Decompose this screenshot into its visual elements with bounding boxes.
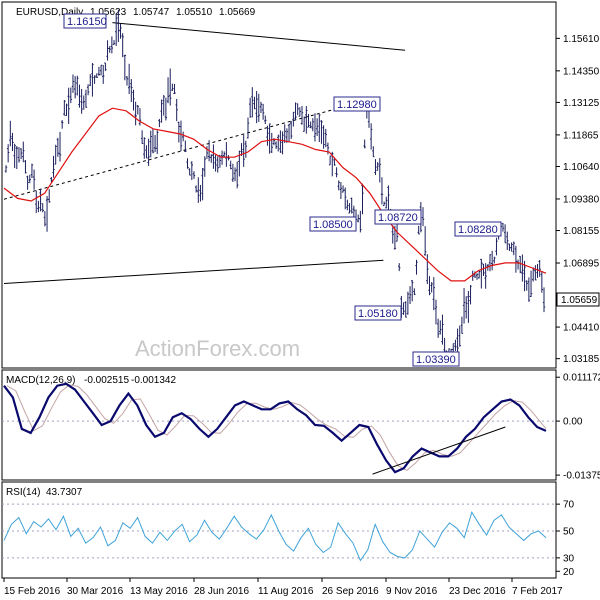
macd-title: MACD(12,26,9) [6, 375, 75, 386]
price-tick-label: 1.11865 [563, 130, 599, 141]
last-price-label: 1.05659 [561, 295, 598, 306]
moving-average-group [3, 107, 547, 282]
x-tick-label: 9 Nov 2016 [386, 586, 438, 597]
price-trendlines [3, 22, 406, 285]
solid-trendline [3, 259, 384, 285]
rsi-lines [3, 510, 547, 562]
x-tick-label: 7 Feb 2017 [512, 586, 563, 597]
price-label-box [412, 351, 460, 367]
watermark: ActionForex.com [135, 336, 300, 361]
macd-signal-line [6, 384, 547, 472]
rsi-tick-label: 20 [563, 567, 575, 578]
price-label-box [354, 305, 402, 321]
x-tick-label: 23 Dec 2016 [449, 586, 506, 597]
macd-tick-label: 0.011172 [563, 373, 600, 384]
x-tick-label: 26 Sep 2016 [322, 586, 379, 597]
price-tick-label: 1.14350 [563, 66, 600, 77]
macd-lines [3, 382, 547, 475]
close-value: 1.05669 [219, 7, 256, 18]
x-tick-label: 28 Jun 2016 [194, 586, 249, 597]
price-tick-label: 1.03185 [563, 354, 600, 365]
price-label: 1.08500 [313, 219, 353, 231]
price-label-box [63, 13, 107, 29]
price-axis: 1.15610 1.14350 1.13125 1.11865 1.10640 1.093… [556, 34, 600, 365]
x-axis: 15 Feb 2016 30 Mar 2016 13 May 2016 28 Jun … [3, 578, 563, 597]
price-label-box [309, 216, 357, 232]
price-tick-label: 1.15610 [563, 34, 600, 45]
rsi-axis: 70 50 30 20 [556, 500, 575, 578]
high-value: 1.05747 [133, 7, 170, 18]
price-label: 1.16150 [67, 16, 107, 28]
rsi-panel [1, 481, 557, 579]
price-tick-label: 1.06895 [563, 259, 600, 270]
low-value: 1.05510 [176, 7, 213, 18]
x-tick-label: 11 Aug 2016 [258, 586, 314, 597]
price-tick-label: 1.08155 [563, 226, 600, 237]
price-label: 1.08720 [378, 212, 418, 224]
price-label: 1.08280 [458, 224, 498, 236]
price-panel [1, 1, 557, 369]
price-label: 1.03390 [416, 354, 456, 366]
rsi-tick-label: 30 [563, 553, 575, 564]
price-tick-label: 1.04410 [563, 323, 600, 334]
macd-line [3, 382, 547, 474]
price-tick-label: 1.09380 [563, 194, 600, 205]
macd-value-1: -0.002515 [84, 375, 129, 386]
price-labels: 1.16150 1.12980 1.08500 1.08720 1.08280 1.051… [63, 13, 502, 367]
price-label-box [374, 209, 422, 225]
last-price-box [556, 292, 600, 307]
price-tick-label: 1.13125 [563, 98, 600, 109]
price-label: 1.12980 [337, 99, 377, 111]
rsi-tick-label: 50 [563, 527, 575, 538]
macd-tick-label: 0.00 [563, 417, 583, 428]
moving-average-line [3, 107, 547, 282]
rsi-tick-label: 70 [563, 500, 575, 511]
price-label-box [333, 96, 381, 112]
rsi-title: RSI(14) [6, 487, 40, 498]
macd-tick-label: -0.01375 [563, 471, 600, 482]
price-label-box [454, 221, 502, 237]
macd-trendline [372, 426, 506, 475]
rsi-value: 43.7307 [46, 487, 83, 498]
x-tick-label: 30 Mar 2016 [67, 586, 124, 597]
price-bars [4, 9, 546, 363]
price-tick-label: 1.10640 [563, 162, 600, 173]
open-value: 1.05623 [90, 7, 127, 18]
price-label: 1.05180 [358, 308, 398, 320]
x-tick-label: 13 May 2016 [130, 586, 188, 597]
symbol-label: EURUSD,Daily [16, 7, 83, 18]
macd-value-2: -0.001342 [131, 375, 176, 386]
macd-axis: 0.011172 0.00 -0.01375 [556, 373, 600, 482]
solid-trendline [112, 22, 406, 51]
macd-panel [1, 369, 557, 481]
x-tick-label: 15 Feb 2016 [4, 586, 61, 597]
rsi-line [3, 510, 547, 562]
price-header: EURUSD,Daily 1.05623 1.05747 1.05510 1.0… [16, 7, 256, 18]
